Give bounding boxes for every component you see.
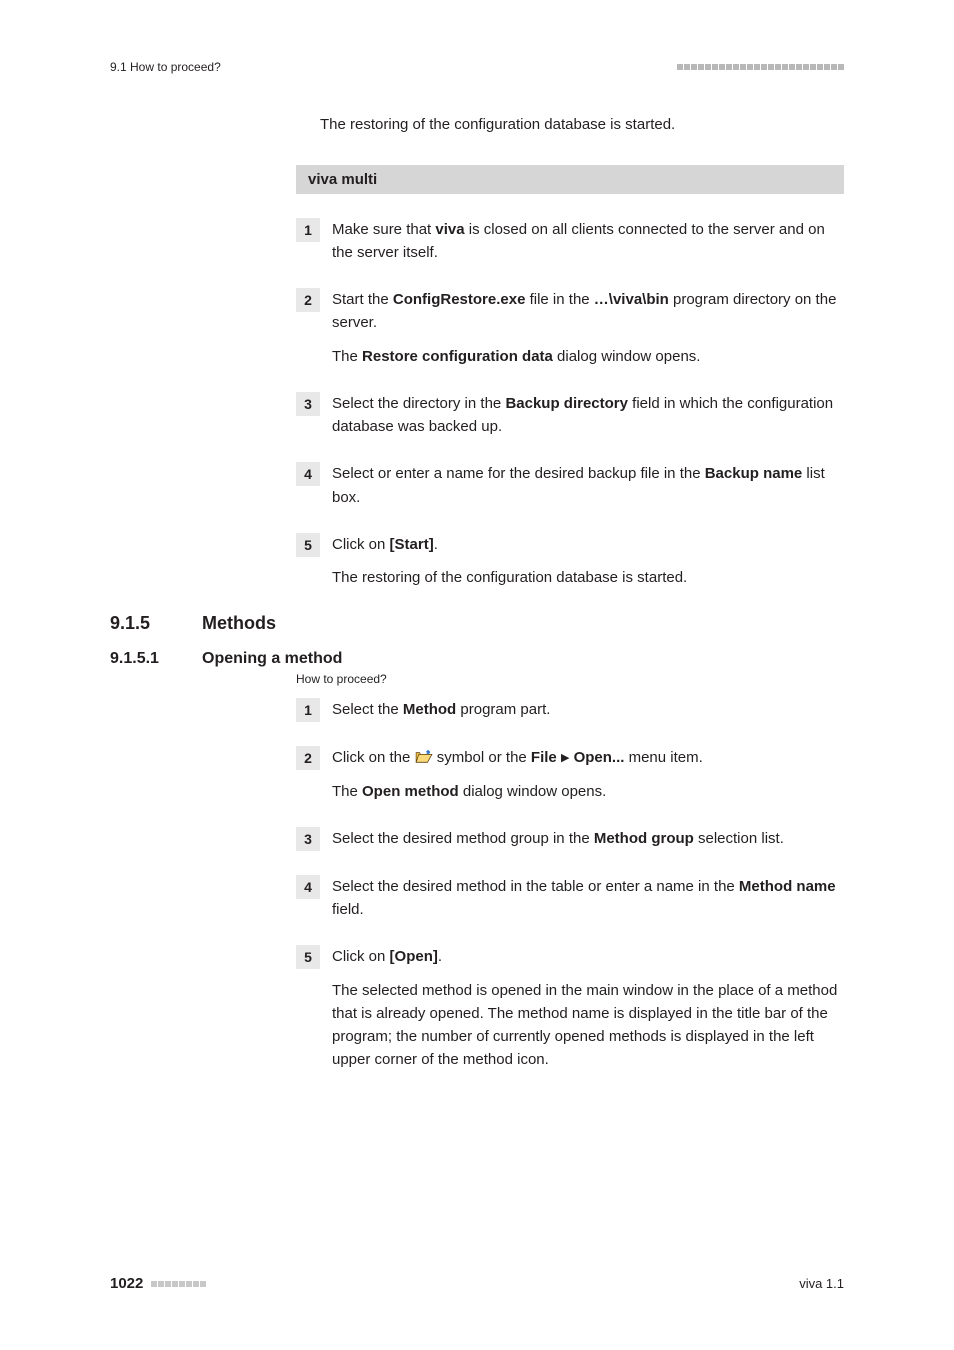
restore-step: 3 Select the directory in the Backup dire… [296, 392, 844, 439]
step-body: Select the desired method group in the M… [332, 827, 844, 850]
step-number: 2 [296, 288, 320, 312]
heading-text: Methods [202, 613, 276, 634]
step-result-text: The Open method dialog window opens. [332, 780, 844, 803]
step-number: 1 [296, 698, 320, 722]
step-result-text: The selected method is opened in the mai… [332, 979, 844, 1072]
open-method-step: 2 Click on the symbol or the File ▶ Open.… [296, 746, 844, 803]
page-header: 9.1 How to proceed? [110, 60, 844, 74]
step-number: 1 [296, 218, 320, 242]
step-text: Click on the symbol or the File ▶ Open..… [332, 746, 844, 769]
intro-text: The restoring of the configuration datab… [320, 114, 844, 137]
step-result-text: The Restore configuration data dialog wi… [332, 345, 844, 368]
open-method-step: 5 Click on [Open]. The selected method is … [296, 945, 844, 1071]
step-number: 4 [296, 875, 320, 899]
steps-b-container: 1 Select the Method program part. 2 Click o… [110, 698, 844, 1071]
step-text: Click on [Start]. [332, 533, 844, 556]
step-number: 4 [296, 462, 320, 486]
step-number: 3 [296, 827, 320, 851]
restore-step: 2 Start the ConfigRestore.exe file in the… [296, 288, 844, 368]
open-method-step: 1 Select the Method program part. [296, 698, 844, 722]
step-body: Select the directory in the Backup direc… [332, 392, 844, 439]
heading-9-1-5: 9.1.5 Methods [110, 613, 844, 634]
step-body: Click on the symbol or the File ▶ Open..… [332, 746, 844, 803]
header-section-label: 9.1 How to proceed? [110, 60, 221, 74]
step-text: Select or enter a name for the desired b… [332, 462, 844, 509]
step-text: Click on [Open]. [332, 945, 844, 968]
restore-step: 1 Make sure that viva is closed on all cl… [296, 218, 844, 265]
step-text: Select the desired method in the table o… [332, 875, 844, 922]
step-body: Start the ConfigRestore.exe file in the … [332, 288, 844, 368]
restore-step: 4 Select or enter a name for the desired … [296, 462, 844, 509]
footer-product-version: viva 1.1 [799, 1276, 844, 1291]
step-number: 5 [296, 945, 320, 969]
header-dots [677, 64, 844, 70]
open-method-step: 4 Select the desired method in the table … [296, 875, 844, 922]
footer-dots [151, 1281, 206, 1287]
step-text: Start the ConfigRestore.exe file in the … [332, 288, 844, 335]
step-body: Select or enter a name for the desired b… [332, 462, 844, 509]
step-text: Select the Method program part. [332, 698, 844, 721]
section-bar-viva-multi: viva multi [296, 165, 844, 194]
heading-text: Opening a method [202, 650, 342, 668]
step-body: Make sure that viva is closed on all cli… [332, 218, 844, 265]
open-method-step: 3 Select the desired method group in the … [296, 827, 844, 851]
step-text: Select the desired method group in the M… [332, 827, 844, 850]
step-body: Select the Method program part. [332, 698, 844, 721]
step-body: Click on [Start]. The restoring of the co… [332, 533, 844, 590]
footer-page-number: 1022 [110, 1275, 143, 1292]
restore-step: 5 Click on [Start]. The restoring of the c… [296, 533, 844, 590]
footer-left: 1022 [110, 1275, 206, 1292]
step-body: Click on [Open]. The selected method is o… [332, 945, 844, 1071]
step-text: Make sure that viva is closed on all cli… [332, 218, 844, 265]
step-number: 2 [296, 746, 320, 770]
steps-a-container: 1 Make sure that viva is closed on all cl… [110, 218, 844, 590]
heading-num: 9.1.5 [110, 613, 202, 634]
how-to-proceed-label: How to proceed? [296, 672, 844, 686]
heading-9-1-5-1: 9.1.5.1 Opening a method [110, 650, 844, 668]
step-number: 5 [296, 533, 320, 557]
step-result-text: The restoring of the configuration datab… [332, 566, 844, 589]
step-body: Select the desired method in the table o… [332, 875, 844, 922]
heading-num: 9.1.5.1 [110, 650, 202, 668]
step-text: Select the directory in the Backup direc… [332, 392, 844, 439]
page-footer: 1022 viva 1.1 [110, 1275, 844, 1292]
step-number: 3 [296, 392, 320, 416]
